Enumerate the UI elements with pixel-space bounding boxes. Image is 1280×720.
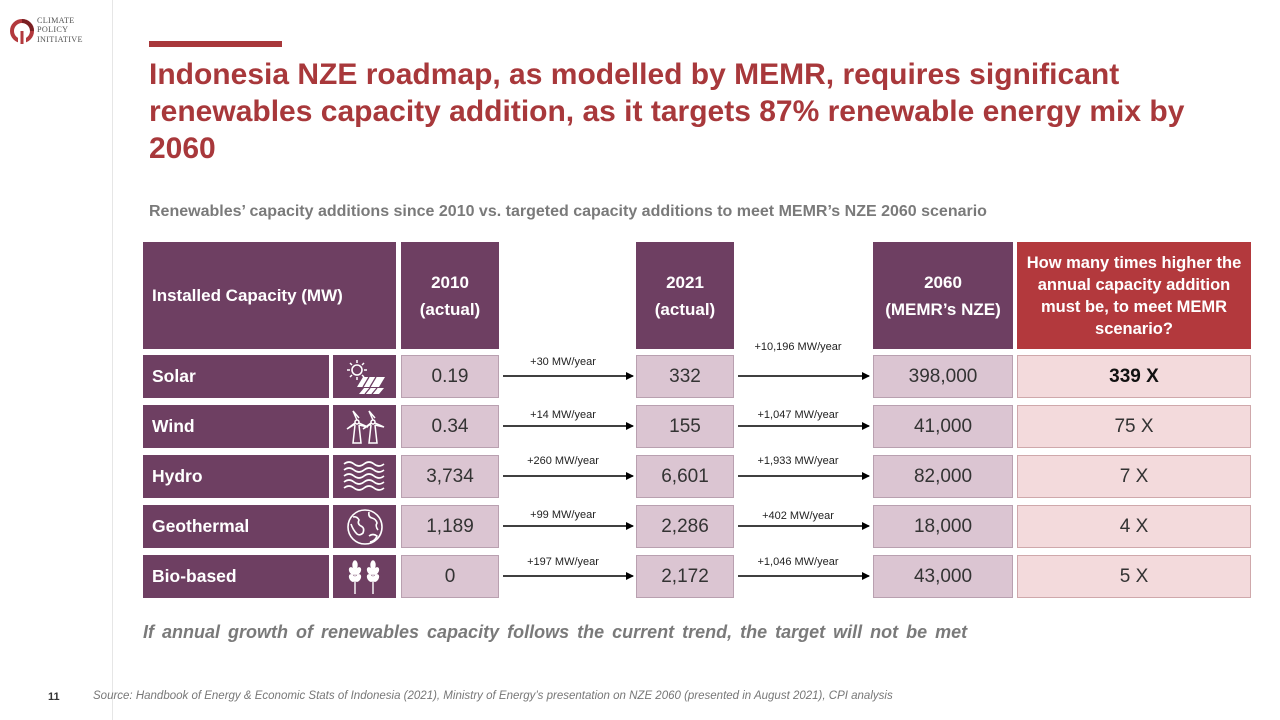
header-installed-capacity: Installed Capacity (MW): [143, 242, 396, 349]
cell-bio-based-2060: 43,000: [873, 555, 1013, 598]
cpi-logo: CLIMATE POLICY INITIATIVE: [10, 14, 110, 50]
rate-wind-2021-2060: +1,047 MW/year: [757, 409, 839, 421]
header-ratio: How many times higher the annual capacit…: [1017, 242, 1251, 349]
header-2060-year: 2060: [924, 272, 962, 292]
header-2021-year: 2021: [666, 272, 704, 292]
globe-icon: [333, 505, 396, 548]
header-2021-note: (actual): [654, 299, 716, 319]
conclusion-note: If annual growth of renewables capacity …: [143, 622, 968, 642]
cell-wind-2021: 155: [636, 405, 734, 448]
rate-bio-based-2021-2060: +1,046 MW/year: [757, 556, 839, 568]
cell-solar-2060: 398,000: [873, 355, 1013, 398]
header-2010-note: (actual): [419, 299, 481, 319]
cell-hydro-2010: 3,734: [401, 455, 499, 498]
rate-geothermal-2021-2060: +402 MW/year: [762, 510, 834, 522]
header-2010: 2010 (actual): [401, 242, 499, 349]
cell-solar-2010: 0.19: [401, 355, 499, 398]
logo-text-line2: POLICY: [37, 25, 69, 35]
row-label-solar: Solar: [143, 355, 329, 398]
rate-solar-2010-2021: +30 MW/year: [530, 356, 596, 368]
row-label-geothermal: Geothermal: [143, 505, 329, 548]
sidebar-divider: [112, 0, 113, 720]
cell-bio-based-2010: 0: [401, 555, 499, 598]
cell-geothermal-2010: 1,189: [401, 505, 499, 548]
solar-panel-icon: [333, 355, 396, 398]
wind-turbine-icon: [333, 405, 396, 448]
rate-geothermal-2010-2021: +99 MW/year: [530, 509, 596, 521]
cell-geothermal-ratio: 4 X: [1017, 505, 1251, 548]
cell-solar-2021: 332: [636, 355, 734, 398]
cell-solar-ratio: 339 X: [1017, 355, 1251, 398]
cell-hydro-2021: 6,601: [636, 455, 734, 498]
cell-hydro-ratio: 7 X: [1017, 455, 1251, 498]
title-accent-bar: [149, 41, 282, 47]
rate-hydro-2021-2060: +1,933 MW/year: [757, 455, 839, 467]
row-label-wind: Wind: [143, 405, 329, 448]
wheat-icon: [333, 555, 396, 598]
cpi-logo-icon: [10, 19, 34, 48]
logo-text-line1: CLIMATE: [37, 16, 75, 25]
cell-wind-2010: 0.34: [401, 405, 499, 448]
cell-geothermal-2021: 2,286: [636, 505, 734, 548]
rate-wind-2010-2021: +14 MW/year: [530, 409, 596, 421]
rate-solar-2021-2060: +10,196 MW/year: [754, 341, 842, 353]
cell-wind-2060: 41,000: [873, 405, 1013, 448]
header-2060: 2060 (MEMR’s NZE): [873, 242, 1013, 349]
cell-wind-ratio: 75 X: [1017, 405, 1251, 448]
cell-bio-based-2021: 2,172: [636, 555, 734, 598]
table-subtitle: Renewables’ capacity additions since 201…: [149, 203, 987, 220]
logo-text-line3: INITIATIVE: [37, 34, 83, 44]
header-2021: 2021 (actual): [636, 242, 734, 349]
cell-hydro-2060: 82,000: [873, 455, 1013, 498]
row-label-bio-based: Bio-based: [143, 555, 329, 598]
rate-hydro-2010-2021: +260 MW/year: [527, 455, 599, 467]
rate-bio-based-2010-2021: +197 MW/year: [527, 556, 599, 568]
source-footnote: Source: Handbook of Energy & Economic St…: [93, 690, 893, 702]
page-number: 11: [48, 691, 60, 703]
cell-geothermal-2060: 18,000: [873, 505, 1013, 548]
slide-title: Indonesia NZE roadmap, as modelled by ME…: [149, 58, 1185, 165]
header-2060-note: (MEMR’s NZE): [885, 299, 1001, 319]
row-label-hydro: Hydro: [143, 455, 329, 498]
water-waves-icon: [333, 455, 396, 498]
header-2010-year: 2010: [431, 272, 469, 292]
cell-bio-based-ratio: 5 X: [1017, 555, 1251, 598]
